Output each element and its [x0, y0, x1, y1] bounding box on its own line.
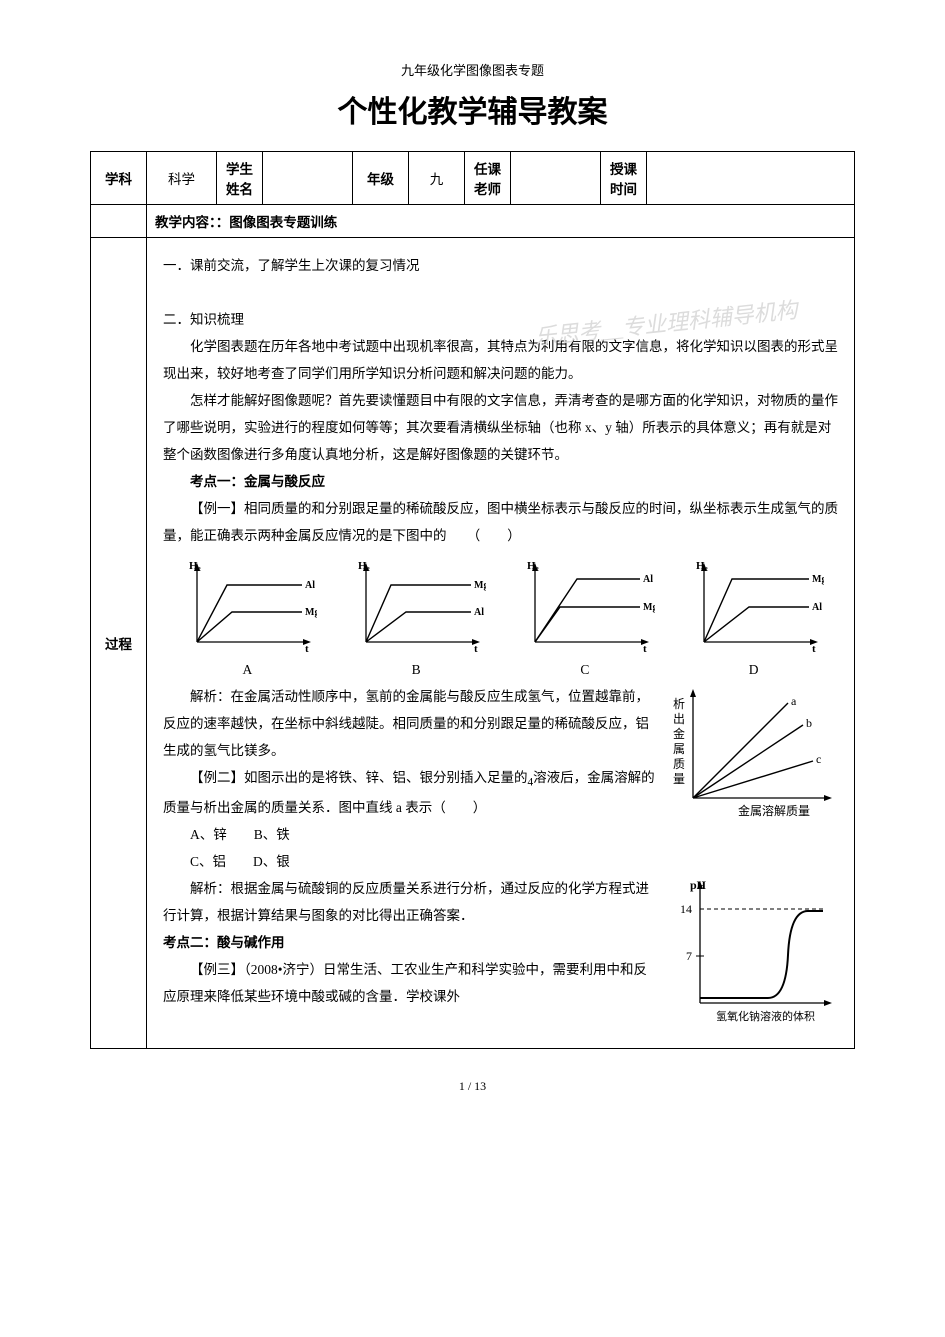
- chart-b: H₂ Mg Al t: [332, 557, 501, 652]
- chart-ex2-ylabel: 析: [673, 697, 685, 711]
- chart-ph-7: 7: [686, 949, 692, 963]
- svg-text:质: 质: [673, 757, 685, 771]
- svg-text:Al: Al: [643, 574, 653, 585]
- ex2-part1: 【例二】如图示出的是将铁、锌、铝、银分别插入足量的: [190, 770, 528, 785]
- teach-content-label: 教学内容：: [155, 215, 216, 230]
- para-intro2: 怎样才能解好图像题呢？首先要读懂题目中有限的文字信息，弄清考查的是哪方面的化学知…: [163, 387, 838, 468]
- meta-table: 学科 科学 学生姓名 年级 九 任课老师 授课时间 教学内容：：图像图表专题训练…: [90, 151, 855, 1049]
- para-pre: 一．课前交流，了解学生上次课的复习情况: [163, 252, 838, 279]
- svg-text:Mg: Mg: [812, 574, 824, 585]
- svg-text:t: t: [474, 643, 478, 652]
- chart-b-svg: H₂ Mg Al t: [346, 557, 486, 652]
- svg-text:b: b: [806, 716, 812, 730]
- page-header-small: 九年级化学图像图表专题: [90, 60, 855, 79]
- teach-content-value: ：图像图表专题训练: [216, 215, 338, 230]
- meta-time-label: 授课时间: [601, 152, 647, 205]
- content-row: 过程 一．课前交流，了解学生上次课的复习情况 二．知识梳理 乐思考__专业理科辅…: [91, 238, 855, 1049]
- svg-text:t: t: [812, 643, 816, 652]
- svg-text:t: t: [643, 643, 647, 652]
- svg-text:量: 量: [673, 772, 685, 786]
- content-cell: 一．课前交流，了解学生上次课的复习情况 二．知识梳理 乐思考__专业理科辅导机构…: [147, 238, 855, 1049]
- chart-caption-row: A B C D: [163, 656, 838, 683]
- svg-text:金: 金: [673, 726, 685, 741]
- cap-a: A: [163, 656, 332, 683]
- chart-ex2-svg: 析 出 金 属 质 量 a b c 金属溶解: [668, 683, 838, 823]
- ex2-opts-2: C、铝 D、银: [163, 848, 838, 875]
- meta-blank-cell: [91, 205, 147, 238]
- chart-c: H₂ Al Mg t: [501, 557, 670, 652]
- chart-ph-ylabel: pH: [690, 878, 707, 892]
- meta-grade-label: 年级: [353, 152, 409, 205]
- cap-c: C: [501, 656, 670, 683]
- chart-a-svg: H₂ Al Mg t: [177, 557, 317, 652]
- chart-a: H₂ Al Mg t: [163, 557, 332, 652]
- svg-text:a: a: [791, 694, 797, 708]
- meta-row: 学科 科学 学生姓名 年级 九 任课老师 授课时间: [91, 152, 855, 205]
- chart-ph-svg: pH 14 7 氢氧化钠溶液的体积: [668, 875, 838, 1025]
- svg-text:属: 属: [673, 742, 685, 756]
- meta-teacher-value: [511, 152, 601, 205]
- chart-ex2-xlabel: 金属溶解质量: [738, 803, 810, 818]
- para-intro1: 化学图表题在历年各地中考试题中出现机率很高，其特点为利用有限的文字信息，将化学知…: [163, 333, 838, 387]
- meta-subject-label: 学科: [91, 152, 147, 205]
- chart-d-svg: H₂ Mg Al t: [684, 557, 824, 652]
- chart-c-svg: H₂ Al Mg t: [515, 557, 655, 652]
- svg-text:c: c: [816, 752, 821, 766]
- meta-student-value: [263, 152, 353, 205]
- svg-text:Mg: Mg: [474, 580, 486, 591]
- svg-text:Al: Al: [812, 602, 822, 613]
- chart-ph-xlabel: 氢氧化钠溶液的体积: [716, 1009, 815, 1023]
- chart-ph: pH 14 7 氢氧化钠溶液的体积: [668, 875, 838, 1034]
- chart-a-bot: Mg: [305, 607, 317, 618]
- cap-d: D: [669, 656, 838, 683]
- teach-content-cell: 教学内容：：图像图表专题训练: [147, 205, 855, 238]
- svg-text:t: t: [305, 643, 309, 652]
- cap-b: B: [332, 656, 501, 683]
- kp1-title: 考点一：金属与酸反应: [163, 468, 838, 495]
- meta-time-value: [647, 152, 855, 205]
- chart-d: H₂ Mg Al t: [669, 557, 838, 652]
- svg-text:出: 出: [673, 712, 685, 726]
- para-section2: 二．知识梳理 乐思考__专业理科辅导机构: [163, 306, 838, 333]
- meta-student-label: 学生姓名: [217, 152, 263, 205]
- teach-content-row: 教学内容：：图像图表专题训练: [91, 205, 855, 238]
- chart-row-abcd: H₂ Al Mg t: [163, 557, 838, 652]
- page-footer: 1 / 13: [90, 1079, 855, 1094]
- meta-teacher-label: 任课老师: [465, 152, 511, 205]
- meta-grade-value: 九: [409, 152, 465, 205]
- para-section2-text: 二．知识梳理: [163, 312, 244, 327]
- page-title: 个性化教学辅导教案: [90, 87, 855, 131]
- svg-text:Al: Al: [474, 607, 484, 618]
- svg-text:Mg: Mg: [643, 602, 655, 613]
- ex1-text: 【例一】相同质量的和分别跟足量的稀硫酸反应，图中横坐标表示与酸反应的时间，纵坐标…: [163, 495, 838, 549]
- chart-a-top: Al: [305, 580, 315, 591]
- chart-ph-14: 14: [680, 902, 692, 916]
- meta-subject-value: 科学: [147, 152, 217, 205]
- chart-ex2: 析 出 金 属 质 量 a b c 金属溶解: [668, 683, 838, 832]
- process-label: 过程: [91, 238, 147, 1049]
